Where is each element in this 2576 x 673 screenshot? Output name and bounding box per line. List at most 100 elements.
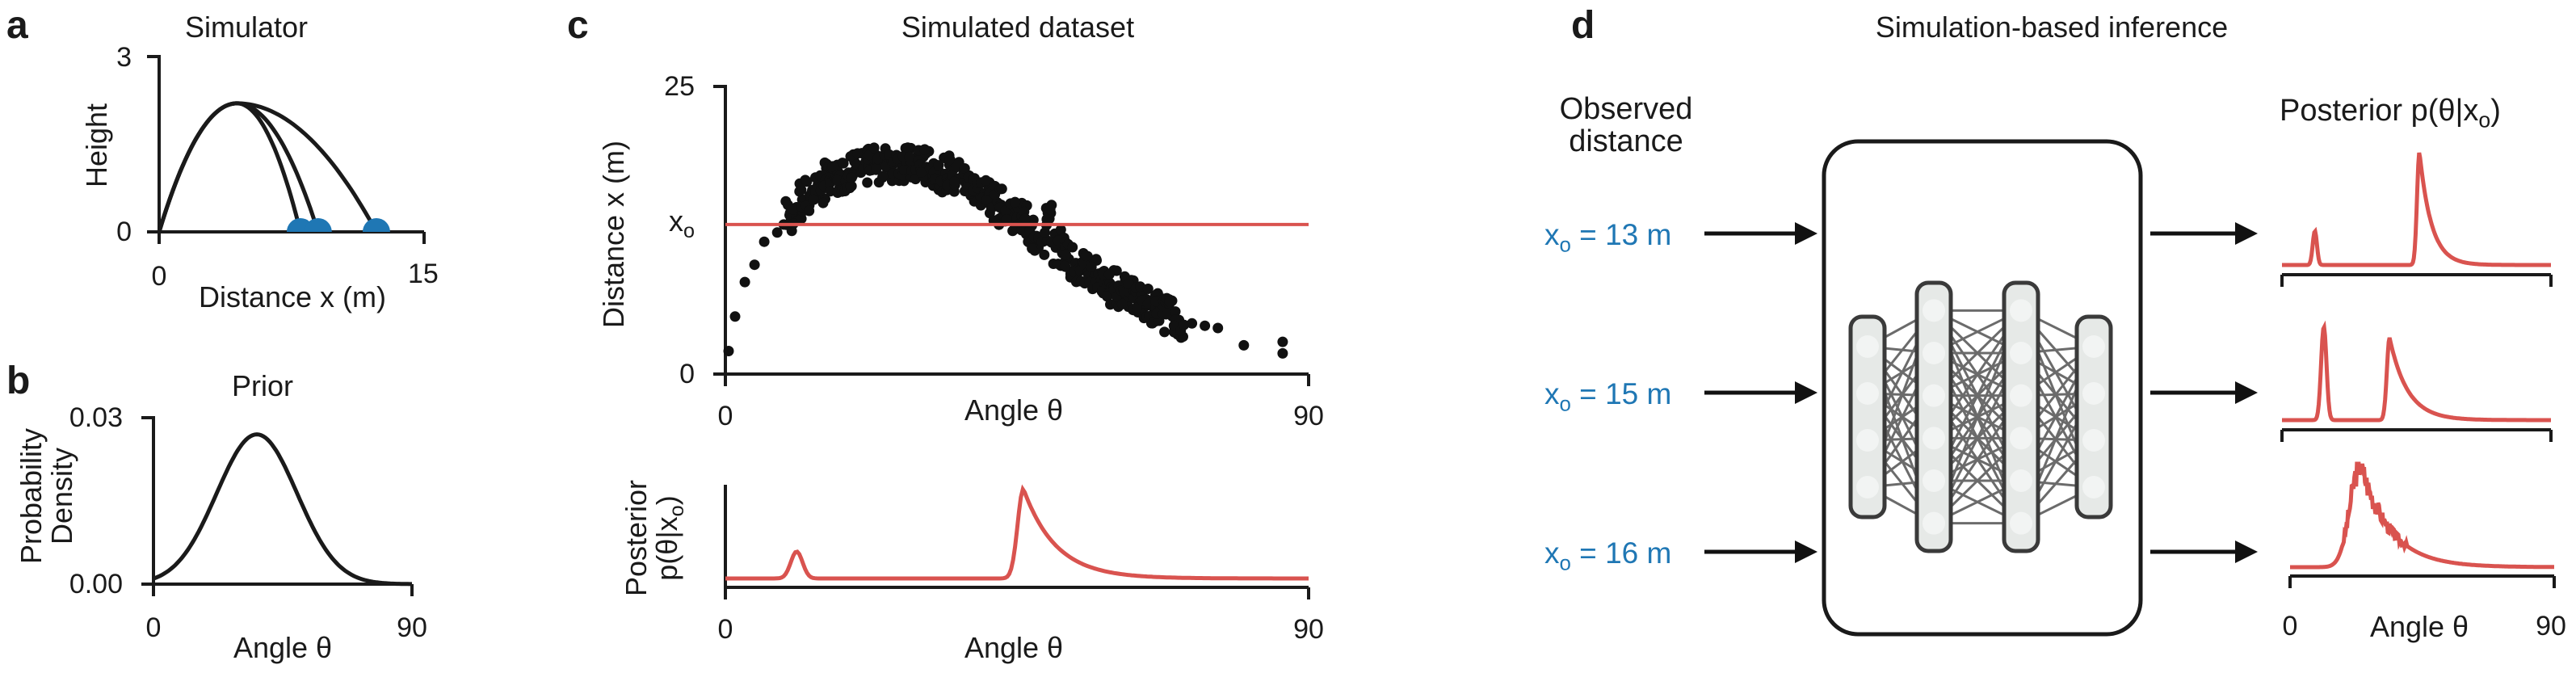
- scatter-points: [723, 142, 1288, 359]
- scatter-point: [1027, 243, 1038, 254]
- scatter-point: [1086, 261, 1097, 272]
- landing-marker-3: [362, 218, 390, 232]
- scatter-point: [804, 205, 815, 217]
- posterior-mini-axes: [2280, 273, 2556, 588]
- network-node: [1856, 335, 1879, 358]
- scatter-point: [1044, 204, 1056, 215]
- scatter-point: [852, 148, 864, 159]
- posterior-curve-16m: [2290, 461, 2554, 570]
- scatter-point: [838, 158, 849, 169]
- output-arrows: [2150, 222, 2258, 563]
- neural-network: [1848, 280, 2113, 553]
- posterior-curve-c: [725, 484, 1309, 581]
- scatter-point: [846, 172, 857, 183]
- scatter-point: [801, 176, 813, 187]
- network-layer-1: [1848, 314, 1887, 519]
- scatter-point: [1001, 214, 1012, 225]
- scatter-point: [902, 142, 914, 154]
- landing-marker-2: [304, 218, 332, 232]
- scatter-point: [1060, 249, 1071, 260]
- network-node: [1923, 384, 1945, 407]
- panel-b-axes: [141, 416, 414, 596]
- network-node: [2010, 469, 2032, 492]
- posterior-curve-15m: [2282, 320, 2551, 423]
- scatter-point: [817, 197, 829, 208]
- scatter-point: [904, 151, 915, 162]
- network-node: [2082, 429, 2105, 452]
- scatter-point: [1164, 296, 1175, 307]
- scatter-point: [749, 259, 760, 271]
- scatter-point: [787, 204, 798, 215]
- panel-c-axes: [713, 85, 1310, 386]
- network-node: [2082, 335, 2105, 358]
- network-node: [1856, 429, 1879, 452]
- scatter-point: [951, 162, 962, 172]
- scatter-point: [1019, 213, 1031, 224]
- network-node: [2082, 382, 2105, 405]
- scatter-point: [1080, 250, 1091, 262]
- scatter-point: [910, 174, 921, 185]
- network-node: [1923, 342, 1945, 364]
- scatter-point: [877, 170, 889, 182]
- network-node: [1856, 382, 1879, 405]
- scatter-point: [933, 160, 944, 171]
- scatter-point: [1200, 320, 1211, 331]
- scatter-point: [1212, 322, 1224, 334]
- network-node: [1923, 299, 1945, 322]
- scatter-point: [1238, 339, 1250, 351]
- scatter-point: [1277, 347, 1288, 359]
- prior-curve: [153, 432, 412, 587]
- scatter-point: [949, 176, 960, 187]
- scatter-point: [1142, 284, 1154, 294]
- scatter-point: [827, 161, 838, 172]
- scatter-point: [794, 186, 805, 197]
- network-node: [2010, 299, 2032, 322]
- scatter-point: [862, 177, 873, 188]
- scatter-point: [739, 276, 750, 288]
- scatter-point: [981, 175, 991, 186]
- network-layer-2: [1914, 280, 1953, 553]
- scatter-point: [845, 181, 856, 192]
- scatter-point: [832, 175, 843, 186]
- scatter-point: [759, 236, 770, 247]
- scatter-point: [1187, 318, 1198, 329]
- scatter-point: [1059, 260, 1070, 271]
- scatter-point: [944, 154, 956, 166]
- scatter-point: [981, 195, 993, 205]
- scatter-point: [868, 142, 880, 154]
- scatter-point: [1039, 249, 1050, 260]
- network-node: [2010, 427, 2032, 450]
- network-node: [2010, 511, 2032, 535]
- scatter-point: [1277, 336, 1288, 347]
- scatter-point: [771, 227, 783, 238]
- network-layer-4: [2074, 314, 2113, 519]
- scatter-point: [1103, 269, 1115, 280]
- scatter-point: [1170, 306, 1181, 318]
- scatter-point: [1150, 296, 1162, 307]
- scatter-point: [1040, 227, 1050, 238]
- scatter-point: [1159, 326, 1170, 338]
- network-node: [1923, 511, 1945, 535]
- scatter-point: [1162, 308, 1173, 319]
- scatter-point: [723, 346, 734, 356]
- network-node: [2010, 384, 2032, 407]
- panel-c-posterior-axes: [724, 485, 1310, 599]
- network-node: [1923, 427, 1945, 450]
- scatter-point: [1132, 302, 1142, 313]
- trajectory-3: [157, 101, 379, 233]
- scatter-point: [996, 183, 1007, 195]
- scatter-point: [916, 166, 927, 178]
- scatter-point: [1179, 319, 1190, 330]
- network-node: [1923, 469, 1945, 492]
- scatter-point: [1067, 242, 1078, 253]
- scatter-point: [808, 194, 819, 205]
- scatter-point: [871, 163, 882, 175]
- scatter-point: [959, 163, 970, 174]
- network-node: [2010, 342, 2032, 364]
- scatter-point: [1010, 196, 1021, 208]
- network-layer-3: [2002, 280, 2040, 553]
- posterior-curve-13m: [2282, 152, 2551, 267]
- scatter-point: [1116, 298, 1128, 309]
- scatter-point: [729, 311, 741, 322]
